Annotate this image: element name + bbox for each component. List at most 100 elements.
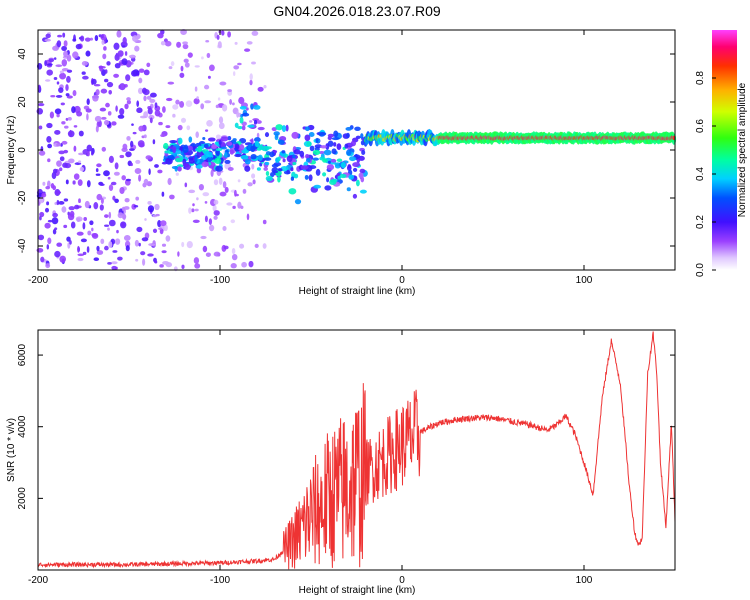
spectral-blob	[294, 198, 302, 205]
spectral-blob	[40, 256, 45, 263]
spectral-blob	[252, 118, 260, 122]
spectral-blob	[195, 164, 203, 169]
spectral-blob	[96, 250, 104, 255]
spectral-blob	[117, 256, 123, 261]
spectral-blob	[177, 137, 183, 145]
spectral-blob	[242, 188, 247, 194]
spectral-blob	[143, 178, 149, 186]
spectral-blob	[194, 208, 199, 212]
spectral-blob	[114, 198, 119, 203]
spectral-blob	[121, 222, 125, 227]
spectral-blob	[204, 84, 210, 90]
spectral-blob	[221, 104, 228, 112]
spectral-blob	[89, 220, 94, 226]
spectral-blob	[161, 191, 165, 197]
spectral-blob	[82, 75, 89, 80]
spectral-blob	[244, 158, 251, 165]
spectral-blob	[291, 131, 299, 139]
spectral-blob	[275, 124, 284, 131]
spectral-blob	[288, 188, 297, 195]
spectral-blob	[197, 145, 203, 153]
colorbar-tick-label: 0.8	[695, 71, 706, 85]
spectral-blob	[167, 81, 175, 85]
spectral-blob	[143, 134, 147, 139]
spectral-blob	[56, 199, 60, 206]
spectral-blob	[92, 94, 99, 102]
spectral-blob	[61, 140, 68, 145]
spectral-blob	[213, 179, 219, 186]
spectral-blob	[177, 124, 183, 131]
spectral-blob	[205, 129, 209, 132]
spectral-blob	[318, 150, 325, 155]
spectral-blob	[281, 150, 286, 154]
spectral-blob	[361, 150, 366, 155]
spectral-blob	[251, 61, 256, 65]
spectral-blob	[50, 94, 56, 98]
spectral-blob	[227, 135, 232, 141]
spectral-blob	[271, 163, 279, 168]
colorbar-tick-label: 0.6	[695, 119, 706, 133]
snr-x-ticks: -200 -100 0 100	[28, 330, 593, 586]
spectral-blob	[78, 198, 81, 204]
spectral-blob	[38, 84, 41, 91]
spectral-blob	[270, 172, 275, 178]
spectral-blob	[187, 52, 193, 58]
spectral-blob	[38, 125, 43, 130]
noise-region	[36, 28, 267, 272]
spectral-blob	[237, 179, 241, 183]
spectral-blob	[305, 153, 310, 159]
spectral-blob	[130, 140, 134, 148]
spectral-blob	[172, 113, 176, 118]
spectral-blob	[51, 217, 59, 225]
spectral-blob	[253, 105, 261, 110]
spectral-blob	[107, 227, 110, 231]
spectral-blob	[290, 176, 295, 181]
colorbar-tick-label: 0.0	[695, 263, 706, 277]
spectral-blob	[188, 136, 193, 143]
spectral-blob	[183, 58, 189, 63]
spectral-blob	[246, 213, 250, 221]
spectral-blob	[204, 100, 212, 104]
spectral-blob	[77, 179, 83, 187]
spectral-blob	[264, 161, 270, 166]
x-tick-label: 0	[399, 575, 405, 586]
spectral-blob	[141, 87, 147, 94]
spectral-blob	[213, 210, 220, 216]
spectral-blob	[69, 210, 75, 218]
spectral-blob	[272, 170, 279, 174]
spectral-blob	[126, 97, 131, 101]
spectral-blob	[161, 243, 167, 247]
spectral-blob	[100, 238, 105, 244]
spectral-blob	[177, 166, 182, 172]
spectral-blob	[61, 121, 66, 125]
spectral-blob	[107, 111, 112, 116]
spectral-blob	[249, 79, 253, 86]
spectral-blob	[249, 73, 253, 81]
spectral-blob	[350, 140, 357, 147]
spectral-blob	[158, 227, 163, 230]
spectral-blob	[42, 181, 46, 186]
x-tick-label: 100	[576, 575, 593, 586]
spectral-blob	[299, 150, 305, 157]
spectral-blob	[215, 151, 220, 155]
spectral-blob	[309, 145, 315, 152]
spectral-blob	[95, 173, 101, 176]
spectral-blob	[67, 116, 72, 121]
spectral-blob	[331, 137, 340, 141]
x-tick-label: -200	[28, 275, 48, 286]
spectral-blob	[194, 65, 200, 68]
spectral-blob	[116, 30, 122, 38]
spectral-blob	[138, 242, 141, 247]
spectral-blob	[241, 125, 246, 131]
spectral-blob	[135, 196, 140, 201]
spectral-blob	[256, 120, 262, 124]
spectral-blob	[196, 96, 199, 100]
spectrogram-x-label: Height of straight line (km)	[299, 286, 416, 297]
spectral-blob	[232, 102, 235, 106]
spectrogram-y-label: Frequency (Hz)	[6, 116, 17, 185]
spectral-blob	[145, 155, 152, 160]
spectral-blob	[286, 169, 290, 175]
spectral-blob	[39, 211, 45, 218]
snr-panel: -200 -100 0 100 2000 4000 6000 Height of stra…	[6, 329, 676, 596]
spectral-blob	[111, 121, 117, 126]
